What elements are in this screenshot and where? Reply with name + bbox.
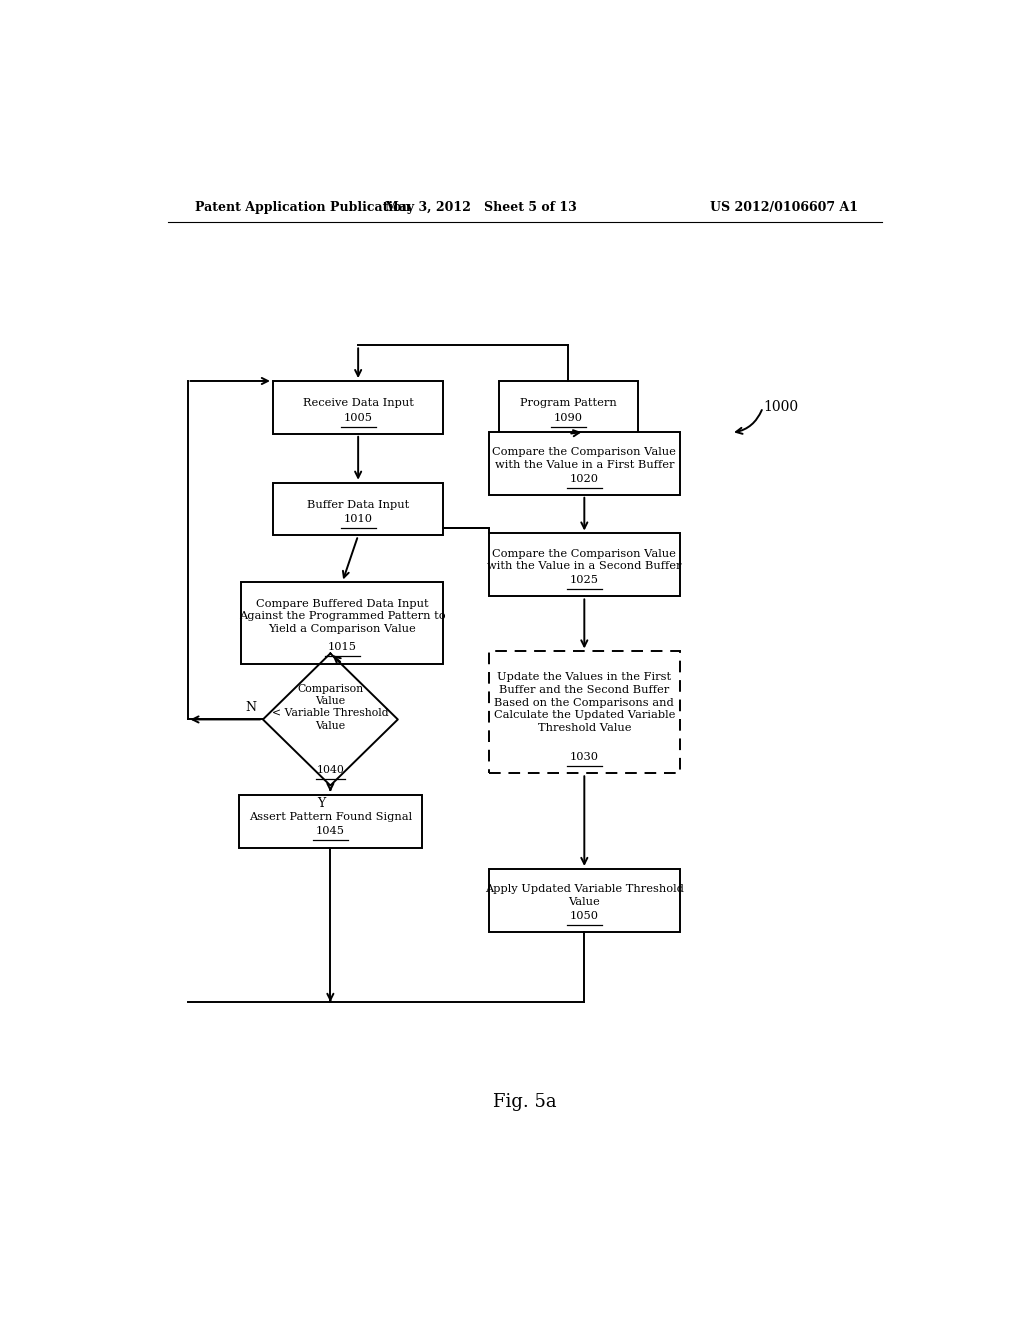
Bar bbox=[272, 381, 443, 434]
Text: May 3, 2012   Sheet 5 of 13: May 3, 2012 Sheet 5 of 13 bbox=[385, 201, 578, 214]
Text: Apply Updated Variable Threshold
Value: Apply Updated Variable Threshold Value bbox=[485, 884, 684, 907]
Text: 1025: 1025 bbox=[569, 576, 599, 585]
Bar bbox=[489, 432, 680, 495]
Text: Update the Values in the First
Buffer and the Second Buffer
Based on the Compari: Update the Values in the First Buffer an… bbox=[494, 672, 675, 733]
Text: 1090: 1090 bbox=[554, 413, 583, 422]
Text: Comparison
Value
< Variable Threshold
Value: Comparison Value < Variable Threshold Va… bbox=[272, 684, 389, 731]
Text: 1000: 1000 bbox=[763, 400, 798, 414]
Bar bbox=[272, 483, 443, 536]
Bar bbox=[499, 381, 638, 434]
Text: Compare Buffered Data Input
Against the Programmed Pattern to
Yield a Comparison: Compare Buffered Data Input Against the … bbox=[239, 598, 445, 634]
Text: Fig. 5a: Fig. 5a bbox=[493, 1093, 557, 1110]
Bar bbox=[489, 869, 680, 932]
Bar bbox=[241, 582, 443, 664]
Text: 1020: 1020 bbox=[569, 474, 599, 483]
Text: Receive Data Input: Receive Data Input bbox=[303, 399, 414, 408]
Text: 1030: 1030 bbox=[569, 752, 599, 762]
Text: 1050: 1050 bbox=[569, 911, 599, 920]
Bar bbox=[489, 533, 680, 597]
Text: Compare the Comparison Value
with the Value in a First Buffer: Compare the Comparison Value with the Va… bbox=[493, 447, 676, 470]
Text: Buffer Data Input: Buffer Data Input bbox=[307, 500, 410, 510]
Text: 1015: 1015 bbox=[328, 643, 356, 652]
Bar bbox=[240, 795, 422, 847]
Text: 1010: 1010 bbox=[344, 515, 373, 524]
Text: Patent Application Publication: Patent Application Publication bbox=[196, 201, 411, 214]
Text: US 2012/0106607 A1: US 2012/0106607 A1 bbox=[710, 201, 858, 214]
Text: Compare the Comparison Value
with the Value in a Second Buffer: Compare the Comparison Value with the Va… bbox=[487, 549, 682, 572]
Text: 1040: 1040 bbox=[316, 766, 344, 775]
Text: 1005: 1005 bbox=[344, 413, 373, 422]
Text: Program Pattern: Program Pattern bbox=[520, 399, 616, 408]
Text: Assert Pattern Found Signal: Assert Pattern Found Signal bbox=[249, 812, 412, 822]
Text: Y: Y bbox=[316, 797, 325, 810]
Text: 1045: 1045 bbox=[315, 826, 345, 837]
Bar bbox=[489, 651, 680, 774]
Text: N: N bbox=[246, 701, 256, 714]
